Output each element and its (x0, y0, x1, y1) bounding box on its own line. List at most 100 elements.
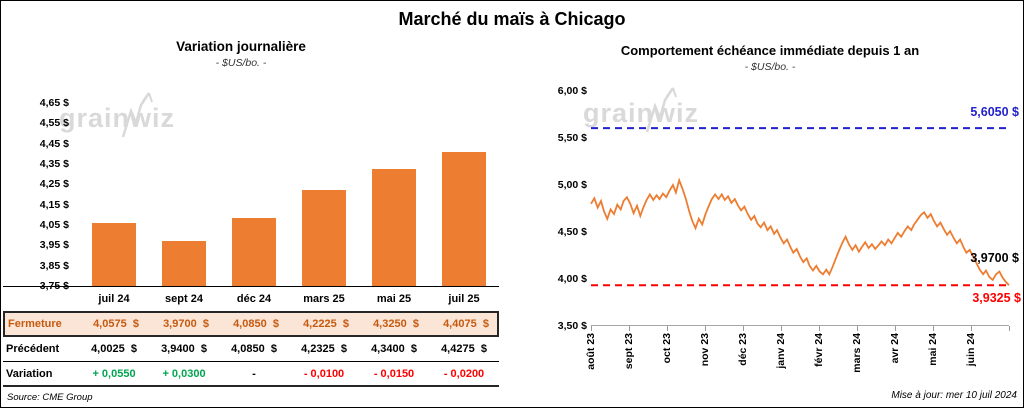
table-corner-cell (3, 287, 79, 311)
bar-sept 24 (162, 241, 206, 286)
table-cell: 4,0575 $ (93, 318, 139, 330)
y-tick-label: 4,05 $ (39, 219, 69, 231)
x-tick-label: juin 24 (965, 333, 977, 367)
table-cell: 4,2325 $ (301, 343, 347, 355)
table-cell: - 0,0100 (303, 367, 345, 380)
x-tick (667, 326, 668, 331)
yearly-trend-panel: Comportement échéance immédiate depuis 1… (513, 1, 1023, 407)
bar-déc 24 (232, 217, 276, 286)
grainwiz-watermark: grainwiz (583, 87, 700, 133)
x-tick-label: mars 24 (851, 333, 863, 373)
y-tick-label: 3,50 $ (557, 320, 587, 332)
x-tick-label: oct 23 (661, 333, 673, 364)
x-tick (857, 326, 858, 331)
high-reference-label: 5,6050 $ (970, 105, 1019, 119)
bar-slot (219, 103, 289, 286)
daily-chart-title: Variation journalière (176, 39, 306, 54)
table-row-variation: Variation + 0,0550 + 0,0300 - - 0,0100 - 0,01… (3, 362, 499, 387)
y-tick-label: 5,00 $ (557, 179, 587, 191)
y-tick-label: 5,50 $ (557, 132, 587, 144)
y-tick-label: 4,00 $ (557, 273, 587, 285)
x-tick (629, 326, 630, 331)
x-tick (971, 326, 972, 331)
table-cell: - 0,0200 (443, 367, 485, 380)
yearly-x-ticks (591, 326, 1010, 333)
table-cell: 4,0025 $ (91, 343, 137, 355)
table-cell: 4,4275 $ (441, 343, 487, 355)
yearly-y-axis: 6,00 $ 5,50 $ 5,00 $ 4,50 $ 4,00 $ 3,50 $ (537, 85, 587, 335)
x-tick-label: mai 24 (927, 333, 939, 366)
column-header: mai 25 (376, 293, 412, 305)
x-tick (1009, 326, 1010, 331)
column-header: déc 24 (236, 293, 272, 305)
x-tick (591, 326, 592, 331)
bar-slot (359, 103, 429, 286)
price-line (590, 177, 1010, 286)
bar-juil 25 (442, 152, 486, 286)
grainwiz-watermark: grainwiz (59, 92, 176, 138)
table-header-row: juil 24 sept 24 déc 24 mars 25 mai 25 juil 25 (3, 286, 499, 311)
x-tick (895, 326, 896, 331)
table-cell: 4,3400 $ (371, 343, 417, 355)
yearly-chart-title: Comportement échéance immédiate depuis 1… (620, 43, 920, 58)
daily-chart-subtitle: - $US/bo. - (215, 57, 267, 69)
x-tick-label: avr 24 (889, 333, 901, 364)
watermark-text: grainwiz (583, 98, 700, 128)
price-table: juil 24 sept 24 déc 24 mars 25 mai 25 juil 25… (3, 286, 499, 387)
column-header: sept 24 (165, 293, 203, 305)
x-tick-label: déc 23 (737, 333, 749, 366)
page-title: Marché du maïs à Chicago (398, 9, 626, 29)
row-label: Fermeture (8, 318, 62, 330)
y-tick-label: 4,35 $ (39, 158, 69, 170)
yearly-line-plot (590, 91, 1010, 326)
daily-variation-panel: Variation journalière - $US/bo. - grainw… (1, 1, 513, 407)
wheat-stalk-icon (121, 92, 153, 138)
y-tick-label: 4,15 $ (39, 198, 69, 211)
y-tick-label: 4,50 $ (557, 226, 587, 238)
column-header: juil 24 (98, 293, 130, 305)
y-tick-label: 4,55 $ (39, 117, 69, 130)
y-tick-label: 4,25 $ (39, 178, 69, 191)
bar-mai 25 (372, 169, 416, 286)
x-tick-label: janv 24 (775, 333, 787, 369)
x-tick-label: nov 23 (699, 333, 711, 367)
x-tick (743, 326, 744, 331)
table-cell: 4,2225 $ (303, 318, 349, 330)
wheat-stalk-icon (645, 87, 677, 133)
column-header: juil 25 (448, 293, 480, 305)
y-tick-label: 3,85 $ (39, 259, 69, 272)
y-tick-label: 4,65 $ (39, 97, 69, 109)
bar-juil 24 (92, 223, 136, 286)
bar-mars 25 (302, 189, 346, 286)
price-line-svg (590, 127, 1010, 287)
table-cell: 3,9700 $ (163, 318, 209, 330)
yearly-chart-subtitle: - $US/bo. - (744, 61, 796, 73)
y-tick-label: 6,00 $ (557, 85, 587, 97)
column-header: mars 25 (303, 293, 345, 305)
row-label: Variation (6, 367, 53, 380)
table-cell: - (252, 367, 256, 380)
source-note: Source: CME Group (7, 392, 93, 403)
daily-bar-plot (79, 103, 499, 286)
table-cell: 4,4075 $ (443, 318, 489, 330)
last-price-label: 3,9700 $ (970, 251, 1019, 265)
bar-slot (429, 103, 499, 286)
watermark-text: grainwiz (59, 103, 176, 133)
table-cell: 4,3250 $ (373, 318, 419, 330)
yearly-x-axis: août 23 sept 23 oct 23 nov 23 déc 23 janv 24 f… (585, 333, 1010, 391)
low-reference-label: 3,9325 $ (972, 291, 1021, 305)
y-tick-label: 3,95 $ (39, 239, 69, 252)
bar-slot (79, 103, 149, 286)
daily-y-axis: 4,65 $ 4,55 $ 4,45 $ 4,35 $ 4,25 $ 4,15 $ 4,05… (19, 97, 69, 297)
bar-slot (149, 103, 219, 286)
bar-slot (289, 103, 359, 286)
update-note: Mise à jour: mer 10 juil 2024 (891, 390, 1017, 401)
table-cell: 3,9400 $ (161, 343, 207, 355)
row-label: Précédent (6, 343, 60, 355)
x-tick (705, 326, 706, 331)
table-cell: 4,0850 $ (233, 318, 279, 330)
x-tick-label: août 23 (585, 333, 597, 370)
x-tick-label: sept 23 (623, 333, 635, 370)
x-tick-label: févr 24 (813, 333, 825, 367)
table-row-previous: Précédent 4,0025 $ 3,9400 $ 4,0850 $ 4,2325 … (3, 337, 499, 362)
